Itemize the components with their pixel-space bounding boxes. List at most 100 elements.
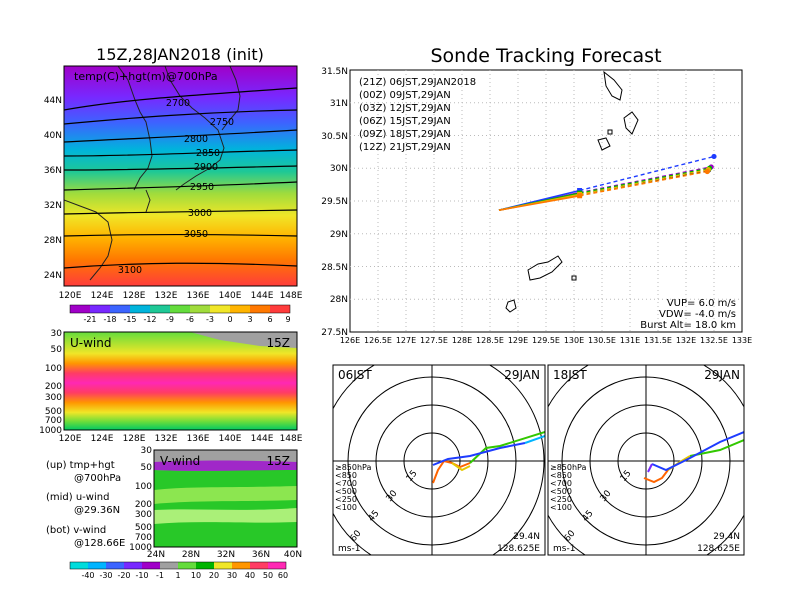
track-lon-ticks: 126E 126.5E 127E 127.5E 128E 128.5E 129E… <box>340 336 752 345</box>
contour-label: 2700 <box>166 98 190 109</box>
level-legend-entry: <700 <box>335 479 357 488</box>
lon-tick: 120E <box>59 291 82 301</box>
lon-tick: 136E <box>187 291 210 301</box>
colorbar-label: 10 <box>191 571 201 580</box>
pressure-tick: 200 <box>135 500 152 510</box>
legend-entry: (06Z) 15JST,29JAN <box>359 116 451 127</box>
hodograph-trace <box>432 459 471 484</box>
contour-line <box>64 233 297 237</box>
note-line: @128.66E <box>74 538 125 549</box>
hodograph-trace <box>689 439 744 457</box>
island-outline <box>505 299 517 313</box>
lat-tick: 24N <box>44 271 62 281</box>
colorbar-label: -15 <box>123 315 136 324</box>
uwind-field <box>64 332 297 430</box>
hodograph-1-body <box>333 365 545 555</box>
hodograph-1-lat: 29.4N <box>513 532 540 542</box>
level-legend-entry: <250 <box>335 495 357 504</box>
level-legend-entry: <700 <box>550 479 572 488</box>
lon-tick: 129E <box>508 336 528 345</box>
pressure-tick: 500 <box>135 523 152 533</box>
colorbar-label: 30 <box>227 571 237 580</box>
uwind-frame <box>63 331 298 431</box>
hodograph-1-time: 06JST <box>338 368 372 382</box>
uwind-time: 15Z <box>267 336 291 350</box>
contour-label: 3000 <box>188 208 212 219</box>
hodograph-1 <box>333 365 545 555</box>
vwind-time: 15Z <box>267 454 291 468</box>
colorbar-label: 20 <box>209 571 219 580</box>
hodograph-2-level-legend: ≥850hPa <850 <700 <500 <250 <100 <box>550 463 587 512</box>
pressure-tick: 30 <box>141 446 153 456</box>
colorbar-label: 9 <box>285 315 290 324</box>
vdw-text: VDW= -4.0 m/s <box>659 309 736 320</box>
pressure-tick: 300 <box>135 510 152 520</box>
contour-labels: 2700 2750 2800 2850 2900 2950 3000 3050 … <box>118 98 234 276</box>
lon-tick: 126E <box>340 336 360 345</box>
temperature-field <box>64 66 297 286</box>
contour-label: 2950 <box>190 182 214 193</box>
lat-tick: 29.5N <box>321 197 348 207</box>
contour-label: 2900 <box>194 162 218 173</box>
lat-tick: 28.5N <box>321 263 348 273</box>
pressure-tick: 50 <box>51 345 63 355</box>
hodograph-2-lat: 29.4N <box>713 532 740 542</box>
level-legend-entry: <850 <box>335 471 357 480</box>
vwind-purple-band <box>154 460 297 471</box>
colorbar-label: -20 <box>117 571 130 580</box>
coastline-japan <box>164 66 225 191</box>
lat-tick: 30.5N <box>321 132 348 142</box>
lon-tick: 124E <box>91 434 114 444</box>
hodograph-1-level-legend: ≥850hPa <850 <700 <500 <250 <100 <box>335 463 372 512</box>
map-lat-ticks: 44N 40N 36N 32N 28N 24N <box>44 96 62 281</box>
pressure-tick: 500 <box>45 407 62 417</box>
lon-tick: 132E <box>676 336 696 345</box>
lon-tick: 140E <box>219 434 242 444</box>
lat-tick: 36N <box>44 166 62 176</box>
island-outline <box>603 70 623 101</box>
island-outline <box>597 137 611 151</box>
hodograph-2-body <box>548 365 744 555</box>
lat-tick: 44N <box>44 96 62 106</box>
hodograph-trace <box>647 463 653 473</box>
hodograph-1-lon: 128.625E <box>497 544 540 554</box>
contour-line <box>64 181 297 191</box>
burst-alt-text: Burst Alt= 18.0 km <box>640 320 736 331</box>
lat-tick: 24N <box>147 550 165 560</box>
lat-tick: 31.5N <box>321 67 348 77</box>
lat-tick: 31N <box>330 99 348 109</box>
contour-label: 3100 <box>118 265 142 276</box>
hodograph-2-frame <box>547 364 745 556</box>
legend-entry: (12Z) 21JST,29JAN <box>359 142 451 153</box>
vup-text: VUP= 6.0 m/s <box>667 298 736 309</box>
lon-tick: 132.5E <box>700 336 728 345</box>
burst-point <box>577 188 583 194</box>
track-line-descent <box>579 167 710 194</box>
hodograph-2-date: 29JAN <box>704 368 740 382</box>
lon-tick: 128.5E <box>476 336 504 345</box>
lon-tick: 129.5E <box>532 336 560 345</box>
colorbar-label: 50 <box>263 571 273 580</box>
track-series <box>498 153 717 211</box>
note-line: (up) tmp+hgt <box>46 460 115 471</box>
level-legend-entry: <100 <box>550 503 572 512</box>
colorbar-label: 1 <box>175 571 180 580</box>
map-lon-ticks: 120E 124E 128E 132E 136E 140E 144E 148E <box>59 291 303 301</box>
hodograph-trace <box>651 431 744 472</box>
colorbar-label: -6 <box>186 315 194 324</box>
lon-tick: 128E <box>452 336 472 345</box>
colorbar-label: -12 <box>143 315 156 324</box>
lat-tick: 36N <box>252 550 270 560</box>
map-title: 15Z,28JAN2018 (init) <box>96 45 264 64</box>
lat-tick: 30N <box>330 164 348 174</box>
legend-entry: (03Z) 12JST,29JAN <box>359 103 451 114</box>
wind-colorbar-labels: -40 -30 -20 -10 -1 1 10 20 30 40 50 60 <box>81 571 288 580</box>
lon-tick: 132E <box>155 291 178 301</box>
pressure-tick: 700 <box>135 533 152 543</box>
contour-label: 2850 <box>196 148 220 159</box>
pressure-tick: 100 <box>135 482 152 492</box>
level-legend-entry: ≥850hPa <box>550 463 587 472</box>
island-outline <box>527 255 563 281</box>
lat-tick: 27.5N <box>321 328 348 338</box>
level-legend-entry: <250 <box>550 495 572 504</box>
